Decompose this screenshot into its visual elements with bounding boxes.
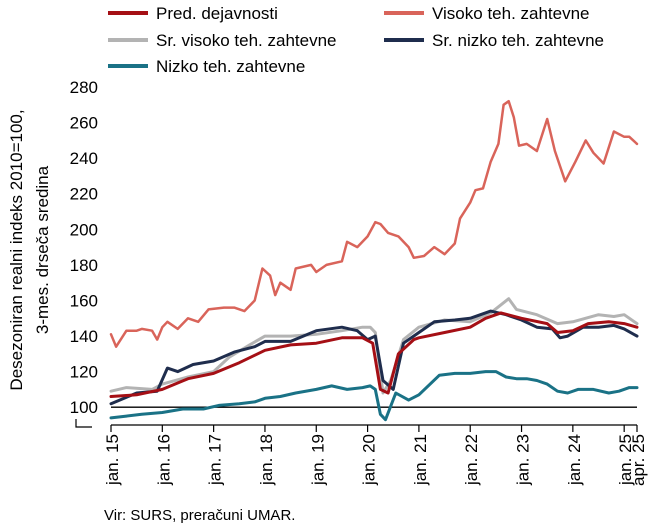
y-tick-label: 280 (70, 78, 98, 97)
y-tick-label: 200 (70, 220, 98, 239)
series-line (109, 309, 639, 406)
x-tick-label: jan. 24 (565, 434, 584, 486)
legend-label: Sr. nizko teh. zahtevne (432, 31, 604, 50)
legend-label: Pred. dejavnosti (156, 4, 278, 23)
y-tick-label: 260 (70, 114, 98, 133)
x-axis: jan. 15 jan. 16 jan. 17 jan. 18 jan. 19 jan. … (103, 406, 648, 486)
x-tick-label: jan. 15 (103, 434, 122, 486)
y-axis-ticks: 100 120 140 160 180 200 220 240 260 280 (70, 78, 98, 428)
series-line (109, 311, 639, 398)
axis-break-mark (75, 419, 92, 428)
legend-label: Sr. visoko teh. zahtevne (156, 31, 337, 50)
x-tick-label: jan. 23 (514, 434, 533, 486)
x-tick-label: jan. 19 (308, 434, 327, 486)
x-tick-label: jan. 22 (462, 434, 481, 486)
y-axis-label-line: Desezoniran realni indeks 2010=100, (7, 109, 26, 390)
x-tick-label: apr. 25 (629, 434, 648, 486)
y-tick-label: 180 (70, 256, 98, 275)
series-layer (109, 99, 639, 422)
y-tick-label: 120 (70, 363, 98, 382)
y-tick-label: 140 (70, 327, 98, 346)
series-line (109, 99, 639, 348)
x-tick-label: jan. 17 (206, 434, 225, 486)
series-line (109, 370, 639, 422)
legend-label: Visoko teh. zahtevne (432, 4, 590, 23)
series-line (109, 297, 639, 395)
x-tick-label: jan. 20 (360, 434, 379, 486)
y-tick-label: 220 (70, 185, 98, 204)
x-tick-label: jan. 21 (411, 434, 430, 486)
legend-label: Nizko teh. zahtevne (156, 57, 305, 76)
y-axis-label-line: 3-mes. drseča sredina (33, 165, 52, 334)
x-tick-label: jan. 16 (154, 434, 173, 486)
y-tick-label: 100 (70, 398, 98, 417)
source-note: Vir: SURS, preračuni UMAR. (104, 507, 296, 524)
y-axis-label: Desezoniran realni indeks 2010=100, 3-mes… (7, 109, 52, 390)
x-tick-label: jan. 25 (616, 434, 635, 486)
x-tick-label: jan. 18 (257, 434, 276, 486)
y-tick-label: 160 (70, 291, 98, 310)
y-tick-label: 240 (70, 149, 98, 168)
legend: Pred. dejavnosti Visoko teh. zahtevne Sr. … (108, 4, 604, 76)
